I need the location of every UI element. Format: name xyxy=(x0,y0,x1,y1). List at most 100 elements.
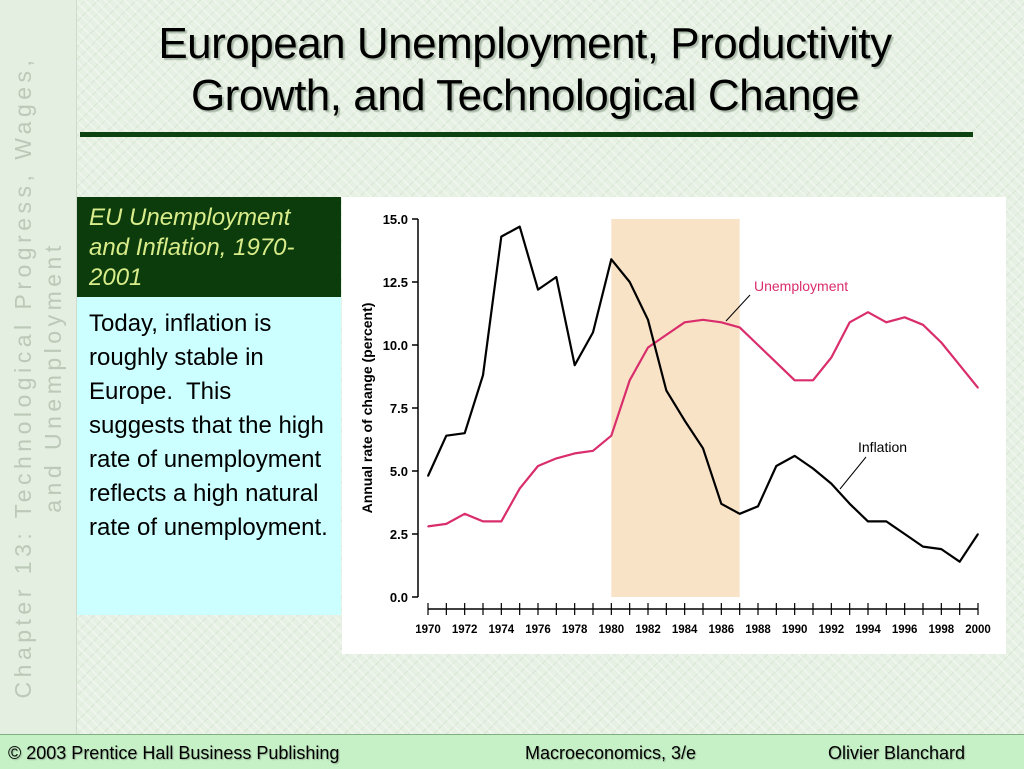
data-point-inflation xyxy=(940,548,943,550)
chapter-label: Chapter 13: Technological Progress, Wage… xyxy=(8,32,68,722)
x-tick-label: 2000 xyxy=(965,624,991,636)
data-point-inflation xyxy=(573,364,576,366)
x-tick-label: 1994 xyxy=(855,624,881,636)
x-tick-label: 1984 xyxy=(672,624,698,636)
callout-heading: EU Unemployment and Inflation, 1970-2001 xyxy=(77,197,341,297)
shaded-period xyxy=(611,219,740,597)
data-point-unemployment xyxy=(885,321,888,324)
data-point-inflation xyxy=(903,533,906,535)
x-tick-label: 1996 xyxy=(892,624,918,636)
annotation-label-inflation: Inflation xyxy=(858,439,907,455)
data-point-inflation xyxy=(610,258,613,261)
slide-title: European Unemployment, Productivity Grow… xyxy=(158,19,892,120)
data-point-unemployment xyxy=(610,434,613,437)
data-point-unemployment xyxy=(463,513,466,515)
y-tick-label: 0.0 xyxy=(390,590,408,605)
callout-body: Today, inflation is roughly stable in Eu… xyxy=(77,297,341,615)
chapter-sidebar: Chapter 13: Technological Progress, Wage… xyxy=(0,0,77,734)
data-point-inflation xyxy=(830,482,833,485)
data-point-unemployment xyxy=(518,487,521,490)
data-point-inflation xyxy=(500,235,503,238)
data-point-unemployment xyxy=(702,319,704,321)
data-point-inflation xyxy=(922,545,924,548)
chapter-label-line2: and Unemployment xyxy=(40,241,66,513)
x-tick-label: 1974 xyxy=(489,624,515,636)
data-point-inflation xyxy=(628,281,631,283)
x-tick-label: 1992 xyxy=(819,624,845,636)
data-point-unemployment xyxy=(665,334,668,336)
data-point-inflation xyxy=(537,288,539,291)
data-point-unemployment xyxy=(977,387,979,389)
data-point-unemployment xyxy=(482,520,484,523)
annotation-leader xyxy=(725,294,751,322)
footer-copyright: © 2003 Prentice Hall Business Publishing xyxy=(8,743,340,763)
x-tick-label: 1980 xyxy=(599,624,625,636)
data-point-unemployment xyxy=(793,379,796,382)
data-point-inflation xyxy=(427,475,429,477)
data-point-inflation xyxy=(775,465,778,467)
annotation-leader xyxy=(839,456,867,490)
x-tick-label: 1970 xyxy=(415,624,441,636)
data-point-unemployment xyxy=(958,364,961,366)
chapter-label-line1: Chapter 13: Technological Progress, Wage… xyxy=(10,55,36,699)
data-point-inflation xyxy=(885,520,888,523)
data-point-inflation xyxy=(445,434,448,437)
x-tick-label: 1986 xyxy=(709,624,735,636)
data-point-inflation xyxy=(793,455,796,457)
x-tick-label: 1972 xyxy=(452,624,478,636)
x-tick-label: 1998 xyxy=(929,624,955,636)
data-point-inflation xyxy=(647,319,649,321)
data-point-unemployment xyxy=(848,321,851,324)
data-point-inflation xyxy=(867,520,869,523)
data-point-inflation xyxy=(702,447,704,450)
data-point-unemployment xyxy=(573,452,576,455)
y-tick-label: 15.0 xyxy=(383,212,408,227)
data-point-unemployment xyxy=(830,356,833,359)
y-tick-label: 12.5 xyxy=(383,275,408,290)
data-point-unemployment xyxy=(427,525,429,528)
data-point-inflation xyxy=(482,374,484,377)
data-point-unemployment xyxy=(445,523,448,525)
y-axis-title: Annual rate of change (percent) xyxy=(359,303,375,514)
footer-bar: © 2003 Prentice Hall Business Publishing… xyxy=(0,734,1024,769)
y-tick-label: 10.0 xyxy=(383,338,408,353)
data-point-inflation xyxy=(848,502,851,505)
data-point-unemployment xyxy=(537,465,539,467)
y-tick-label: 2.5 xyxy=(390,527,408,542)
data-point-unemployment xyxy=(940,341,943,344)
line-chart: 0.0 2.5 5.0 7.5 10.0 12.5 15.0 1970 1972 1974 1976… xyxy=(359,212,991,636)
x-tick-label: 1982 xyxy=(635,624,661,636)
x-tick-label: 1976 xyxy=(525,624,551,636)
data-point-unemployment xyxy=(812,379,814,382)
footer-book-title: Macroeconomics, 3/e xyxy=(525,743,697,763)
data-point-inflation xyxy=(757,505,759,508)
data-point-inflation xyxy=(555,276,558,278)
data-point-unemployment xyxy=(867,311,869,314)
y-tick-label: 7.5 xyxy=(390,401,408,416)
data-point-inflation xyxy=(720,502,723,505)
data-point-inflation xyxy=(592,331,594,334)
data-point-unemployment xyxy=(592,450,594,452)
y-tick-label: 5.0 xyxy=(390,464,408,479)
data-point-inflation xyxy=(463,432,466,434)
data-point-unemployment xyxy=(757,344,759,346)
chart-panel: 0.0 2.5 5.0 7.5 10.0 12.5 15.0 1970 1972 1974 1976… xyxy=(342,197,1006,654)
data-point-unemployment xyxy=(500,520,503,523)
data-point-unemployment xyxy=(647,346,649,349)
title-divider xyxy=(80,132,973,137)
data-point-inflation xyxy=(738,513,741,515)
data-point-unemployment xyxy=(775,361,778,364)
data-point-inflation xyxy=(683,419,686,422)
data-point-unemployment xyxy=(628,379,631,382)
x-tick-label: 1990 xyxy=(782,624,808,636)
data-point-unemployment xyxy=(555,457,558,460)
data-point-unemployment xyxy=(922,324,924,326)
data-point-inflation xyxy=(958,560,961,563)
data-point-unemployment xyxy=(720,321,723,324)
x-tick-label: 1988 xyxy=(745,624,771,636)
data-point-unemployment xyxy=(903,316,906,319)
footer-author: Olivier Blanchard xyxy=(828,743,966,763)
data-point-unemployment xyxy=(683,321,686,324)
x-tick-label: 1978 xyxy=(562,624,588,636)
data-point-unemployment xyxy=(738,326,741,329)
